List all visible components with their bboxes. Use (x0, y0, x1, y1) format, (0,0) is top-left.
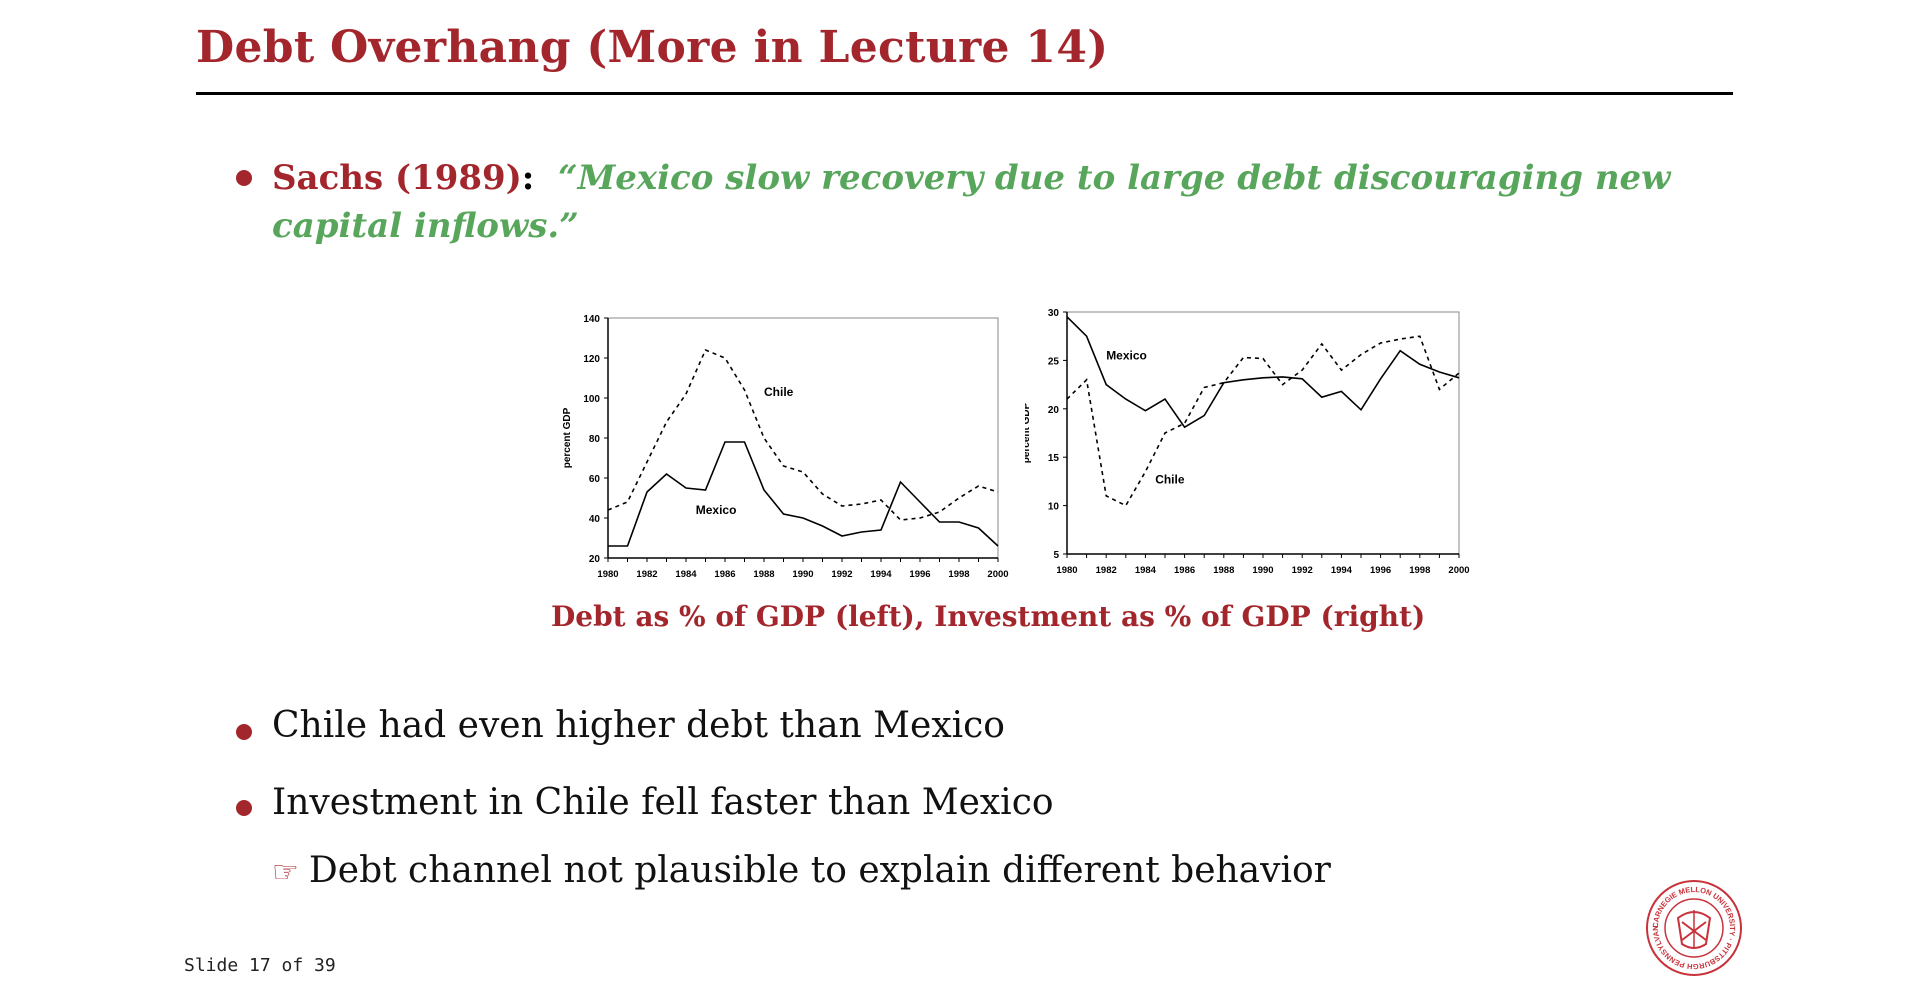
sachs-bullet: Sachs (1989): “Mexico slow recovery due … (272, 154, 1742, 250)
debt-chart: 20 40 60 80 100 120 140 1980 1982 1984 1986 1988 199… (562, 314, 1009, 580)
x-tick-label: 1994 (1331, 565, 1353, 576)
x-tick-label: 1988 (1213, 565, 1234, 576)
y-tick-label: 120 (583, 354, 600, 365)
series-label-chile: Chile (1155, 472, 1185, 486)
x-tick-label: 1992 (1292, 565, 1313, 576)
x-tick-label: 1996 (1370, 565, 1391, 576)
x-tick-label: 1982 (636, 569, 657, 580)
series-label-mexico: Mexico (1106, 348, 1147, 362)
x-tick-label: 1990 (792, 569, 813, 580)
y-axis-label: percent GDP (1025, 402, 1032, 463)
sachs-reference: Sachs (1989) (272, 158, 522, 198)
series-line-mexico (1066, 316, 1460, 429)
series-line-chile (607, 348, 999, 521)
x-tick-label: 1986 (714, 569, 735, 580)
x-tick-label: 1986 (1174, 565, 1195, 576)
y-tick-label: 15 (1048, 453, 1060, 464)
bullet-dot (236, 724, 252, 740)
y-tick-label: 20 (1048, 405, 1060, 416)
chart-caption: Debt as % of GDP (left), Investment as %… (551, 600, 1426, 633)
sachs-quote: “Mexico slow recovery due to large debt … (272, 158, 1671, 246)
x-tick-label: 1998 (1409, 565, 1430, 576)
x-tick-label: 1988 (753, 569, 774, 580)
y-tick-label: 60 (589, 474, 601, 485)
bullet-dot (236, 170, 252, 186)
chile-debt-bullet: Chile had even higher debt than Mexico (272, 705, 1005, 746)
x-tick-label: 1990 (1252, 565, 1273, 576)
y-tick-label: 30 (1048, 308, 1060, 319)
series-label-chile: Chile (764, 385, 794, 399)
y-tick-label: 100 (583, 394, 600, 405)
y-axis-label: percent GDP (562, 407, 573, 468)
x-tick-label: 2000 (1448, 565, 1469, 576)
y-tick-label: 140 (583, 314, 600, 325)
chile-investment-bullet: Investment in Chile fell faster than Mex… (272, 782, 1054, 823)
x-tick-label: 1984 (1135, 565, 1157, 576)
x-tick-label: 1996 (909, 569, 930, 580)
bullet-dot (236, 800, 252, 816)
slide-number: Slide 17 of 39 (184, 955, 336, 976)
investment-chart: 5 10 15 20 25 30 1980 1982 1984 1986 1988 1990 1992 1… (1025, 308, 1470, 576)
slide-title: Debt Overhang (More in Lecture 14) (196, 22, 1109, 73)
x-tick-label: 1984 (675, 569, 697, 580)
y-tick-label: 25 (1048, 356, 1060, 367)
series-line-chile (1066, 335, 1460, 507)
pointing-hand-icon: ☞ (272, 855, 299, 890)
conclusion-text: Debt channel not plausible to explain di… (308, 850, 1331, 891)
x-tick-label: 1992 (831, 569, 852, 580)
conclusion-subbullet: ☞ Debt channel not plausible to explain d… (272, 850, 1331, 891)
x-tick-label: 1980 (1056, 565, 1077, 576)
series-label-mexico: Mexico (696, 503, 737, 517)
sachs-colon: : (521, 158, 535, 198)
x-tick-label: 2000 (987, 569, 1008, 580)
x-tick-label: 1980 (597, 569, 618, 580)
y-tick-label: 5 (1053, 550, 1059, 561)
y-tick-label: 20 (589, 554, 601, 565)
y-tick-label: 40 (589, 514, 601, 525)
x-tick-label: 1994 (870, 569, 892, 580)
university-seal-logo: CARNEGIE MELLON UNIVERSITY · PITTSBURGH … (1644, 878, 1742, 976)
y-tick-label: 80 (589, 434, 601, 445)
series-line-mexico (608, 441, 999, 547)
x-tick-label: 1982 (1096, 565, 1117, 576)
title-underline (196, 92, 1733, 95)
y-tick-label: 10 (1048, 502, 1060, 513)
x-tick-label: 1998 (948, 569, 969, 580)
